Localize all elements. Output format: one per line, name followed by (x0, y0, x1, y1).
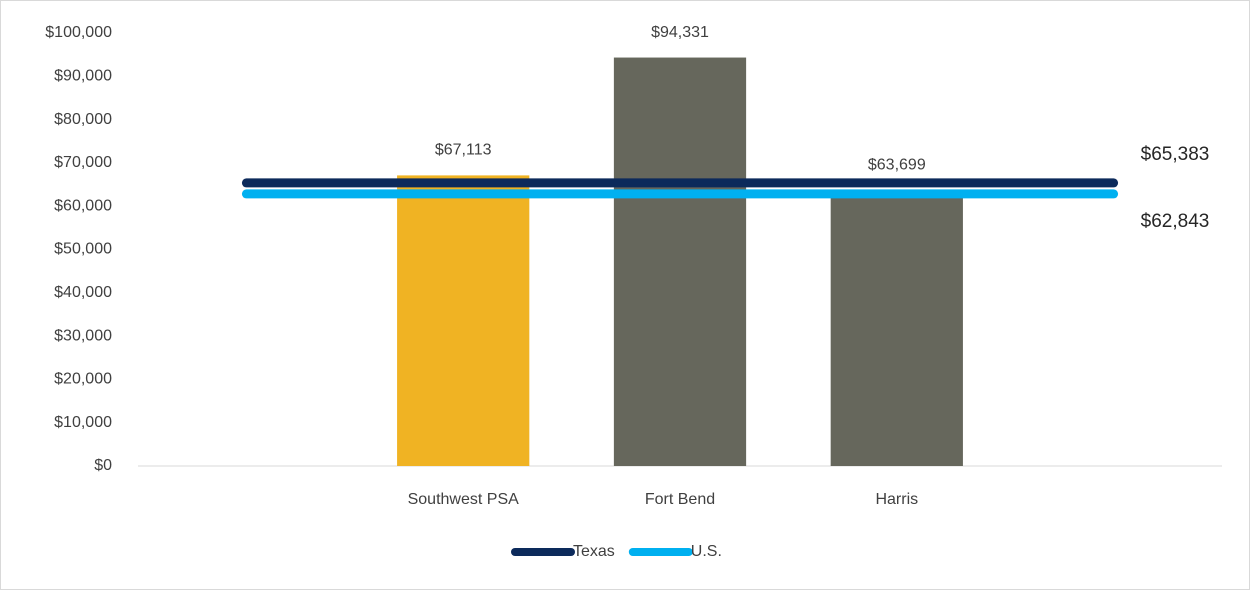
y-tick-label: $20,000 (54, 371, 112, 388)
y-tick-label: $70,000 (54, 154, 112, 171)
y-tick-label: $90,000 (54, 68, 112, 85)
x-tick-label: Fort Bend (645, 491, 715, 508)
x-tick-label: Harris (875, 491, 918, 508)
y-tick-label: $100,000 (45, 24, 112, 41)
y-tick-label: $60,000 (54, 197, 112, 214)
bar (397, 175, 530, 467)
y-tick-label: $10,000 (54, 414, 112, 431)
y-tick-label: $50,000 (54, 241, 112, 258)
data-label: $94,331 (651, 24, 709, 41)
reference-label: $62,843 (1141, 211, 1210, 232)
y-tick-label: $30,000 (54, 327, 112, 344)
y-tick-label: $0 (94, 457, 112, 474)
legend-label: U.S. (691, 543, 722, 560)
x-tick-label: Southwest PSA (408, 491, 520, 508)
y-tick-label: $40,000 (54, 284, 112, 301)
y-tick-label: $80,000 (54, 111, 112, 128)
data-label: $67,113 (435, 142, 492, 159)
data-label: $63,699 (868, 156, 926, 173)
reference-label: $65,383 (1141, 144, 1210, 165)
bar (830, 190, 963, 466)
bar (613, 57, 747, 467)
legend-label: Texas (573, 543, 615, 560)
